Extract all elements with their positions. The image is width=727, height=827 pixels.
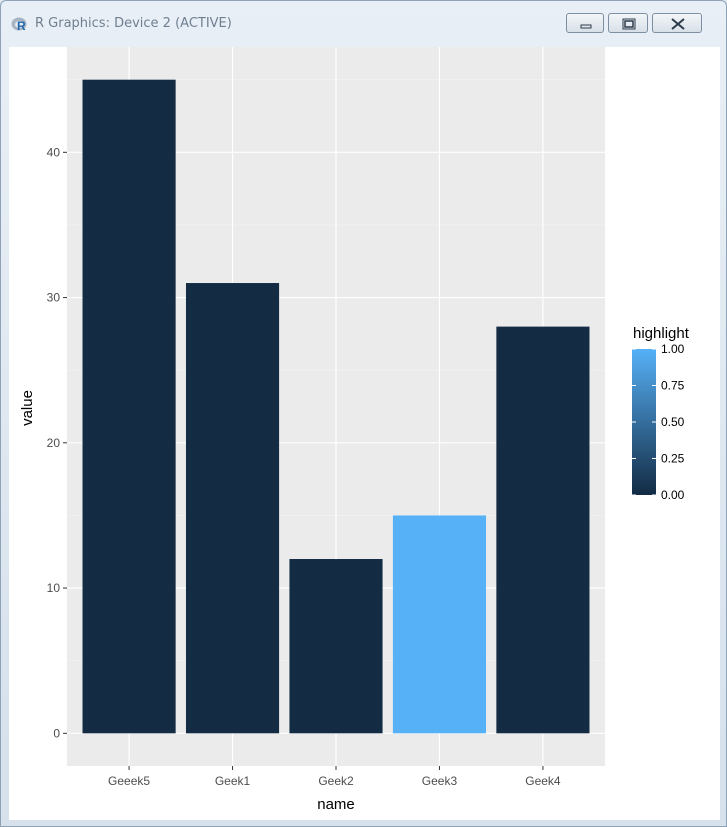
bars xyxy=(82,79,590,734)
x-tick-label: Geek2 xyxy=(318,774,354,788)
r-logo-icon: R xyxy=(11,17,27,32)
bar-geek4 xyxy=(496,326,590,734)
bar-geek3 xyxy=(392,515,487,734)
x-tick-label: Geek1 xyxy=(215,774,251,788)
window-title: R Graphics: Device 2 (ACTIVE) xyxy=(35,16,232,31)
close-icon xyxy=(671,18,685,30)
y-tick-label: 10 xyxy=(47,581,61,595)
legend-label: 1.00 xyxy=(661,342,685,356)
y-tick-label: 0 xyxy=(53,726,60,740)
legend-label: 0.50 xyxy=(661,415,685,429)
y-axis: 0 10 20 30 40 xyxy=(47,145,67,740)
legend-label: 0.00 xyxy=(661,488,685,502)
bar-geek1 xyxy=(185,283,280,734)
y-axis-title: value xyxy=(19,390,36,426)
x-tick-label: Geek3 xyxy=(422,774,458,788)
close-button[interactable] xyxy=(652,13,702,33)
legend: highlight 1.00 0.75 0.50 0.25 0.00 xyxy=(632,325,690,502)
x-axis-title: name xyxy=(317,796,355,813)
bar-chart: 0 10 20 30 40 Geeek5 Geek1 Geek2 Geek3 Geek4 nam… xyxy=(19,47,690,813)
legend-label: 0.25 xyxy=(661,452,685,466)
bar-geek2 xyxy=(289,559,383,734)
legend-label: 0.75 xyxy=(661,379,685,393)
title-bar[interactable]: R R Graphics: Device 2 (ACTIVE) xyxy=(1,1,726,47)
y-tick-label: 40 xyxy=(47,145,61,159)
maximize-icon xyxy=(622,18,636,30)
y-tick-label: 30 xyxy=(47,291,61,305)
y-tick-label: 20 xyxy=(47,436,61,450)
graphics-canvas: 0 10 20 30 40 Geeek5 Geek1 Geek2 Geek3 Geek4 nam… xyxy=(9,47,720,820)
maximize-button[interactable] xyxy=(608,13,648,33)
svg-text:R: R xyxy=(17,19,26,32)
legend-title: highlight xyxy=(633,325,690,342)
x-axis: Geeek5 Geek1 Geek2 Geek3 Geek4 xyxy=(108,766,561,788)
bar-geeek5 xyxy=(82,79,176,734)
x-tick-label: Geeek5 xyxy=(108,774,150,788)
x-tick-label: Geek4 xyxy=(525,774,561,788)
minimize-button[interactable] xyxy=(566,13,604,33)
minimize-icon xyxy=(580,24,592,29)
